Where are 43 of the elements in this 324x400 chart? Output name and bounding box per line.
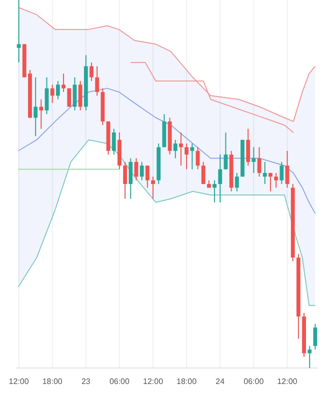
candlestick <box>78 80 82 111</box>
candlestick <box>50 84 54 104</box>
candlestick <box>90 62 94 82</box>
candlestick <box>39 98 44 130</box>
candlestick <box>16 0 21 64</box>
candlestick <box>268 172 272 192</box>
candlestick <box>252 146 256 174</box>
candlestick <box>34 76 38 137</box>
x-tick-label: 23 <box>81 377 91 386</box>
x-tick-label: 12:00 <box>143 377 164 386</box>
candlestick <box>123 161 128 200</box>
candlestick <box>179 132 183 166</box>
x-tick-label: 12:00 <box>8 377 30 386</box>
candlestick <box>280 161 284 184</box>
candlestick <box>234 172 239 192</box>
candlestick <box>62 73 66 92</box>
x-tick-label: 18:00 <box>42 377 63 386</box>
x-tick-label: 06:00 <box>109 377 130 386</box>
x-tick-label: 24 <box>216 377 226 386</box>
candlestick <box>201 161 206 184</box>
candlestick <box>95 66 100 96</box>
x-tick-label: 18:00 <box>176 377 198 386</box>
candlestick <box>151 176 155 200</box>
candlestick <box>308 345 312 368</box>
candlestick <box>246 128 250 166</box>
candlestick <box>173 139 178 159</box>
candlestick <box>212 180 216 203</box>
candlestick <box>184 143 189 170</box>
candlestick <box>285 150 290 188</box>
candlestick <box>257 146 262 178</box>
candlestick <box>224 132 228 170</box>
candlestick <box>262 161 267 184</box>
candlestick <box>145 165 150 188</box>
candlestick <box>313 323 318 350</box>
x-tick-label: 06:00 <box>244 377 264 386</box>
candlestick <box>140 161 144 181</box>
candlestick <box>218 154 222 203</box>
candlestick <box>56 80 60 100</box>
candlestick <box>112 128 116 156</box>
x-tick-label: 12:00 <box>277 377 298 386</box>
candlestick <box>128 158 133 200</box>
candlestick <box>190 143 194 170</box>
candlestick <box>274 172 278 188</box>
